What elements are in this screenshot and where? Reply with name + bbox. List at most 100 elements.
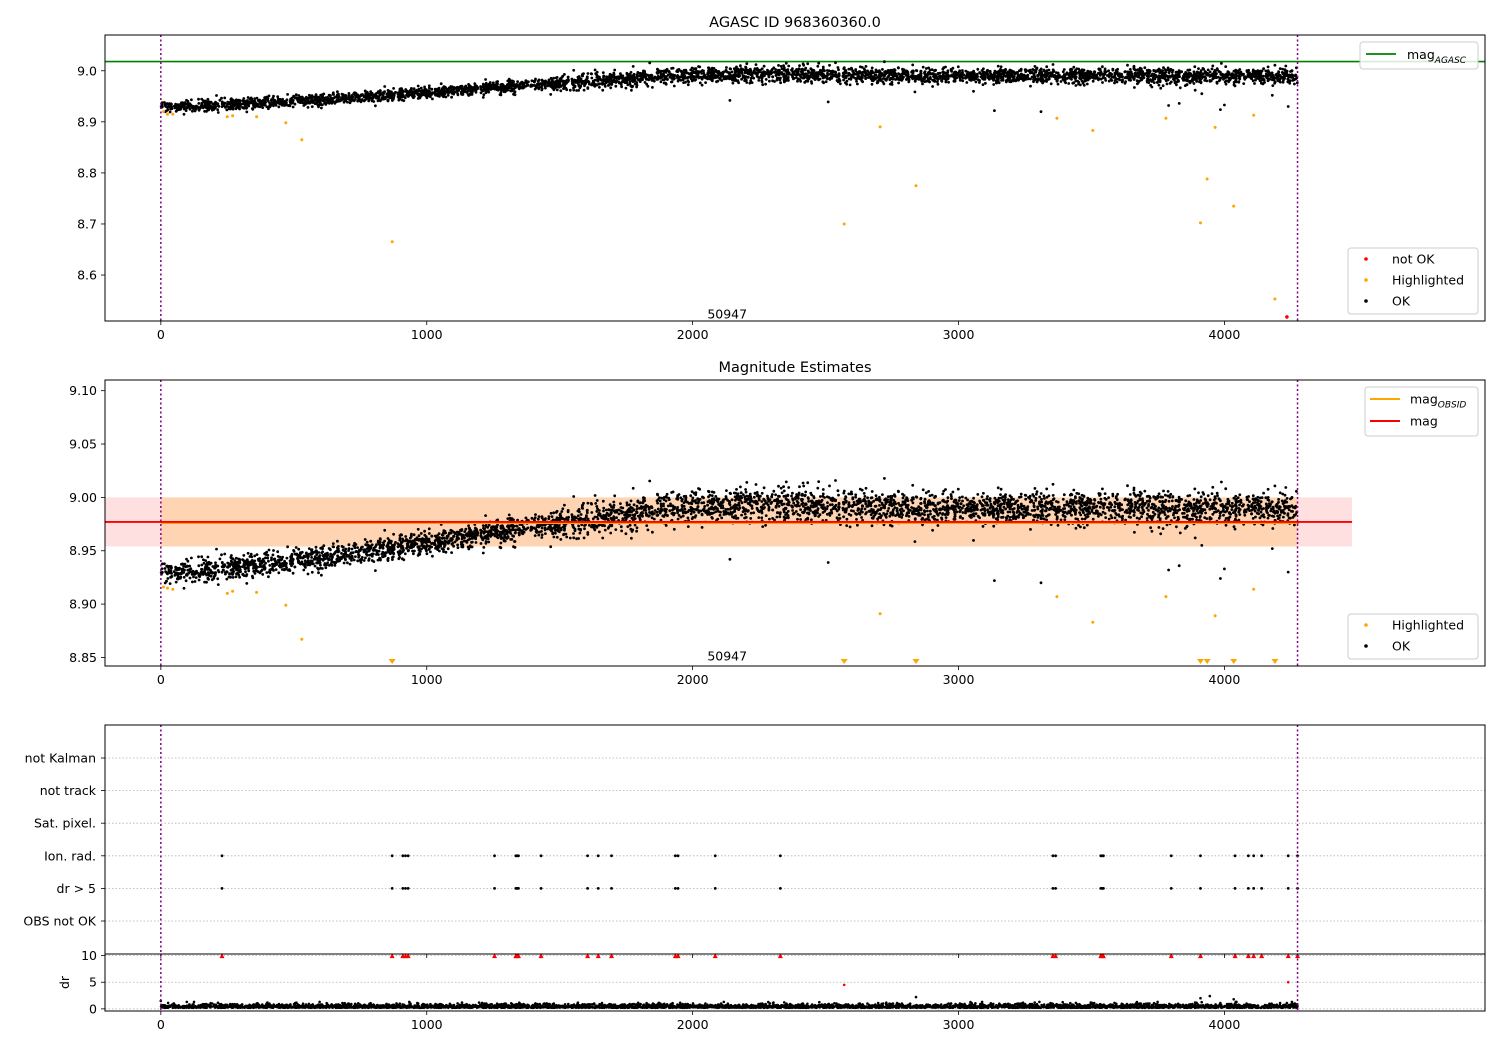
panel1-ok-points-point <box>607 80 610 84</box>
panel1-ok-points-point <box>1227 76 1231 80</box>
panel2-ok-points-point <box>188 576 192 580</box>
panel1-ok-points-point <box>1238 68 1242 71</box>
panel1-ok-points-point <box>424 93 428 97</box>
panel1-ok-points-point <box>861 76 864 80</box>
panel2-ok-points-point <box>197 564 201 568</box>
panel1-ok-points-point <box>1187 75 1191 79</box>
panel1-ok-points-point <box>1120 80 1124 84</box>
panel1-ok-points-point <box>976 67 980 71</box>
panel1-ok-points-point <box>427 94 431 97</box>
panel1-ok-points-point <box>567 78 570 82</box>
panel1-ok-points-point <box>301 98 305 101</box>
panel2-ok-points-point <box>313 564 317 568</box>
panel2-ok-points-point <box>364 556 367 560</box>
panel2-ok-points-point <box>1035 492 1038 496</box>
panel1-ok-points-point <box>386 99 390 102</box>
panel1-ok-points-point <box>1172 77 1175 81</box>
panel2-ok-points-point <box>1208 498 1212 502</box>
panel1-ok-points-point <box>686 83 690 87</box>
panel1-ok-points-point <box>837 68 840 72</box>
panel1-ok-points-point <box>757 76 761 79</box>
panel1-ok-points-point <box>697 71 700 74</box>
panel1-ok-points-point <box>681 76 685 79</box>
panel1-highlighted-points-point <box>914 184 918 188</box>
panel1-ok-points-point <box>353 93 357 97</box>
panel1-ok-points-point <box>655 76 659 80</box>
panel1-ok-points-point <box>870 66 874 70</box>
panel1-ok-points-point <box>588 82 591 86</box>
panel1-ok-points-point <box>208 105 212 109</box>
panel1-ok-points-point <box>632 79 636 83</box>
panel1-ok-points-point <box>1203 79 1207 82</box>
panel1-ok-points-point <box>360 99 363 102</box>
panel1-ok-points-point <box>546 84 550 88</box>
panel1-highlighted-points-point <box>1273 297 1277 301</box>
panel1-ok-points-point <box>760 76 764 80</box>
panel1-highlighted-points <box>162 110 1277 301</box>
panel1-ok-points-point <box>185 98 188 102</box>
panel1-ok-points-point <box>223 96 227 100</box>
panel1-ok-points-point <box>1237 80 1241 83</box>
panel1-ok-points-point <box>266 97 270 100</box>
panel1-ok-points-point <box>451 89 454 93</box>
panel1-ok-points-point <box>707 66 711 70</box>
panel1-ok-points-point <box>870 82 874 86</box>
panel1-ok-points-point <box>441 94 445 98</box>
panel1-ok-points-point <box>881 68 884 71</box>
panel1-ok-points-point <box>1030 75 1034 79</box>
panel1-ok-points-point <box>1126 63 1129 67</box>
panel1-ok-points-point <box>984 81 987 85</box>
panel1-ok-points-point <box>537 78 541 82</box>
panel1-ok-points-point <box>489 85 493 89</box>
panel1-ok-points-point <box>1180 70 1183 74</box>
panel1-ok-points-point <box>1019 67 1023 71</box>
panel2-ok-points-point <box>913 540 917 543</box>
panel1-ok-points-point <box>602 75 605 79</box>
panel1-ok-points-point <box>772 66 776 70</box>
panel1-ok-points-point <box>446 93 450 97</box>
panel1-ok-points-point <box>672 84 676 88</box>
panel1-ok-points-point <box>1086 74 1090 78</box>
panel2-ok-points-point <box>686 525 690 528</box>
panel1-ok-points-point <box>1215 80 1219 84</box>
panel1-ok-points-point <box>193 109 197 113</box>
panel2-ok-points-point <box>810 518 813 522</box>
panel1-ok-points-point <box>1247 68 1250 72</box>
panel1-ok-points-point <box>644 75 648 79</box>
panel1-ok-points-point <box>755 71 759 75</box>
panel1-ok-points-point <box>207 101 211 105</box>
panel2-ok-points-point <box>837 501 841 505</box>
panel1-ok-points-point <box>896 76 900 80</box>
panel1-ok-points-point <box>745 68 749 72</box>
panel1-ok-points-point <box>241 102 244 106</box>
panel1-ok-points-point <box>1119 75 1123 79</box>
panel1-ok-points-point <box>1134 68 1138 72</box>
panel1-ok-points-point <box>1263 81 1266 84</box>
panel1-ok-points-point <box>504 88 508 92</box>
panel1-ok-points-point <box>919 74 923 78</box>
panel1-ok-points-point <box>1159 86 1163 90</box>
panel1-ok-points-point <box>791 67 794 71</box>
panel1-ok-points-point <box>572 68 576 72</box>
panel1-ok-points-point <box>1091 79 1095 83</box>
panel1-highlighted-points-point <box>162 110 165 114</box>
panel1-ok-points-point <box>169 107 173 111</box>
panel1-ok-points-point <box>331 91 335 95</box>
panel1-ok-points-point <box>1018 69 1021 73</box>
panel1-ok-points-point <box>907 76 911 80</box>
panel1-ok-points-point <box>383 85 387 88</box>
panel1-ok-points-point <box>1097 78 1100 82</box>
panel1-ok-points-point <box>1101 81 1104 84</box>
panel1-ok-points-point <box>823 69 826 73</box>
panel1-ok-points-point <box>969 78 973 82</box>
panel1-ok-points-point <box>883 60 886 64</box>
panel1-ok-points-point <box>1129 74 1133 78</box>
panel1-ok-points-point <box>315 98 319 102</box>
panel1-ok-points-point <box>491 81 495 85</box>
panel1-ok-points-point <box>267 105 271 108</box>
panel1-ok-points-point <box>577 75 581 78</box>
panel1-ok-points-point <box>439 82 443 86</box>
panel1-ok-points-point <box>1075 67 1079 71</box>
panel1-ok-points-point <box>272 104 275 108</box>
panel2-ok-points-point <box>1107 496 1110 499</box>
